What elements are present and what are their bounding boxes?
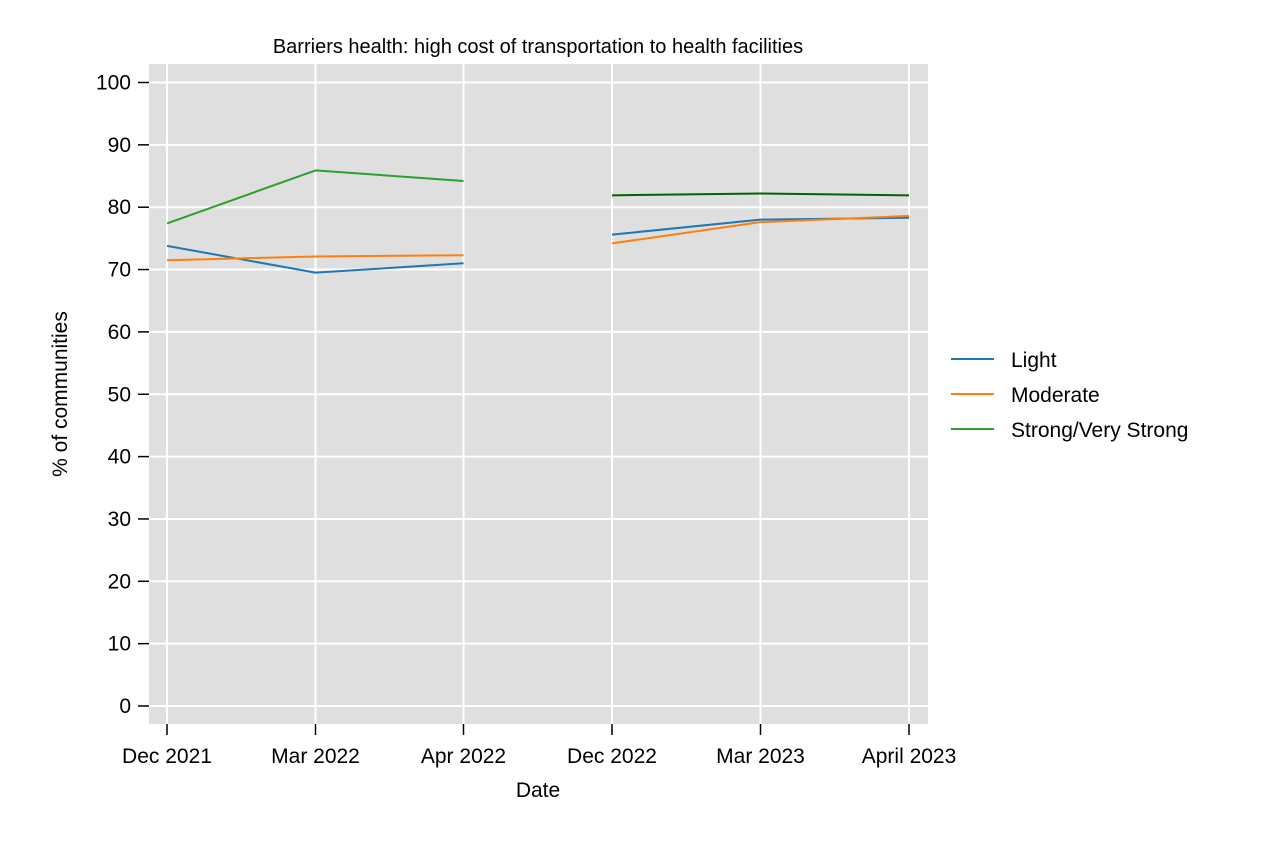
y-tick-label: 30 [108,508,131,531]
x-tick-label: Apr 2022 [421,745,506,768]
legend-label: Light [1011,349,1057,372]
y-tick-label: 40 [108,446,131,469]
series-line-moderate [611,214,910,245]
axes: 0 10 20 30 40 50 60 70 80 90 100 Dec 2021 Mar 2022 Ap… [96,72,956,769]
y-tick-label: 60 [108,321,131,344]
x-tick-label: Dec 2021 [122,745,212,768]
x-axis-title: Date [516,779,560,802]
x-tick-label: Mar 2023 [716,745,805,768]
y-tick-label: 0 [119,695,131,718]
series-lines [166,169,910,274]
grid-lines [149,64,928,724]
series-line-strong-very-strong [166,169,464,225]
legend: Light Moderate Strong/Very Strong [951,349,1188,442]
y-tick-label: 80 [108,196,131,219]
y-tick-label: 70 [108,259,131,282]
series-line-light [166,244,464,274]
x-tick-label: Mar 2022 [271,745,360,768]
y-axis-title: % of communities [49,311,72,477]
legend-label: Strong/Very Strong [1011,419,1188,442]
y-tick-label: 50 [108,383,131,406]
chart-title: Barriers health: high cost of transporta… [273,36,803,58]
legend-label: Moderate [1011,384,1100,407]
x-tick-label: April 2023 [862,745,957,768]
series-line-moderate [166,254,464,262]
y-tick-label: 90 [108,134,131,157]
y-tick-label: 10 [108,633,131,656]
y-tick-label: 100 [96,72,131,95]
x-tick-label: Dec 2022 [567,745,657,768]
series-line-strong-very-strong [611,192,910,197]
y-tick-label: 20 [108,570,131,593]
